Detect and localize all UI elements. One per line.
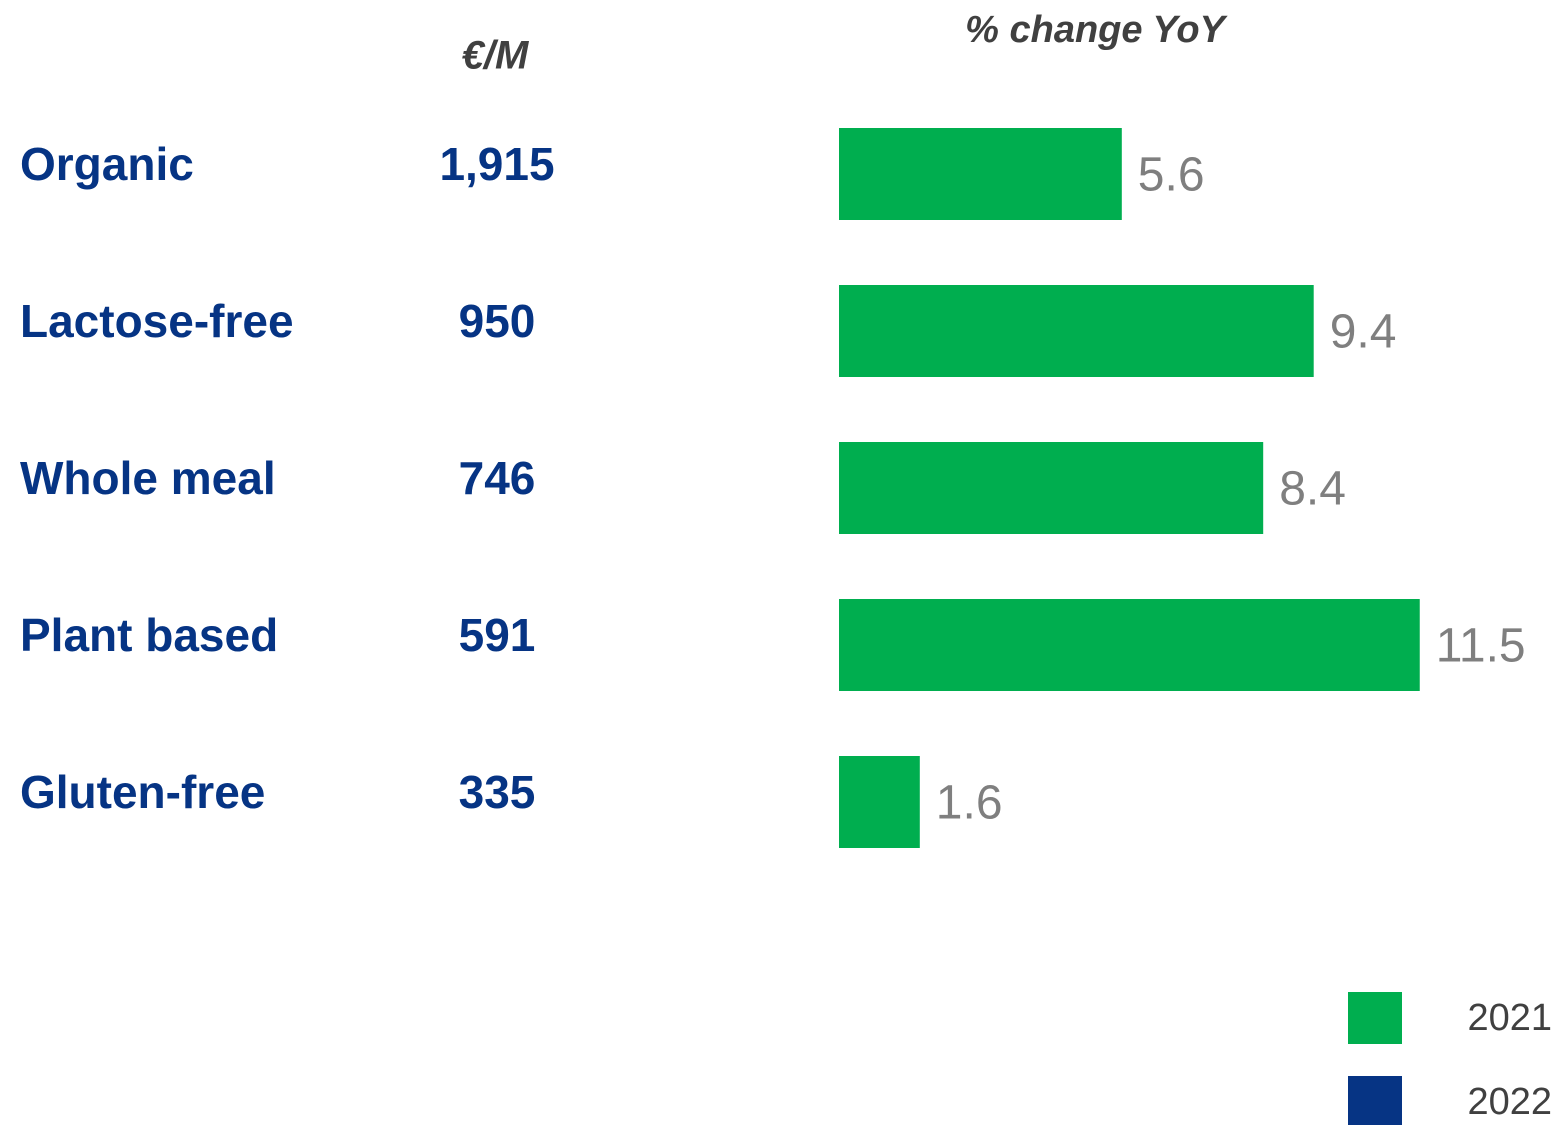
value-label: 11.5 [1436, 620, 1526, 673]
axis-title: % change YoY [965, 9, 1228, 51]
amount-header: €/M [462, 34, 530, 78]
amount-label: 746 [459, 452, 536, 504]
amount-label: 591 [459, 609, 536, 661]
category-label: Plant based [20, 609, 278, 661]
bar [839, 599, 1420, 691]
value-label: 1.6 [936, 777, 1003, 830]
amount-label: 950 [459, 295, 536, 347]
amount-label: 335 [459, 766, 536, 818]
category-label: Gluten-free [20, 766, 265, 818]
value-label: 9.4 [1330, 306, 1397, 359]
category-label: Whole meal [20, 452, 276, 504]
bar [839, 756, 920, 848]
amount-label: 1,915 [439, 138, 554, 190]
legend-label: 2021 [1467, 997, 1552, 1039]
legend-label: 2022 [1467, 1081, 1552, 1123]
category-label: Organic [20, 138, 194, 190]
bar [839, 285, 1314, 377]
bar [839, 442, 1264, 534]
bar [839, 128, 1122, 220]
legend-swatch [1348, 992, 1402, 1044]
legend-swatch [1348, 1076, 1402, 1125]
value-label: 8.4 [1279, 463, 1346, 516]
category-label: Lactose-free [20, 295, 294, 347]
value-label: 5.6 [1138, 149, 1205, 202]
